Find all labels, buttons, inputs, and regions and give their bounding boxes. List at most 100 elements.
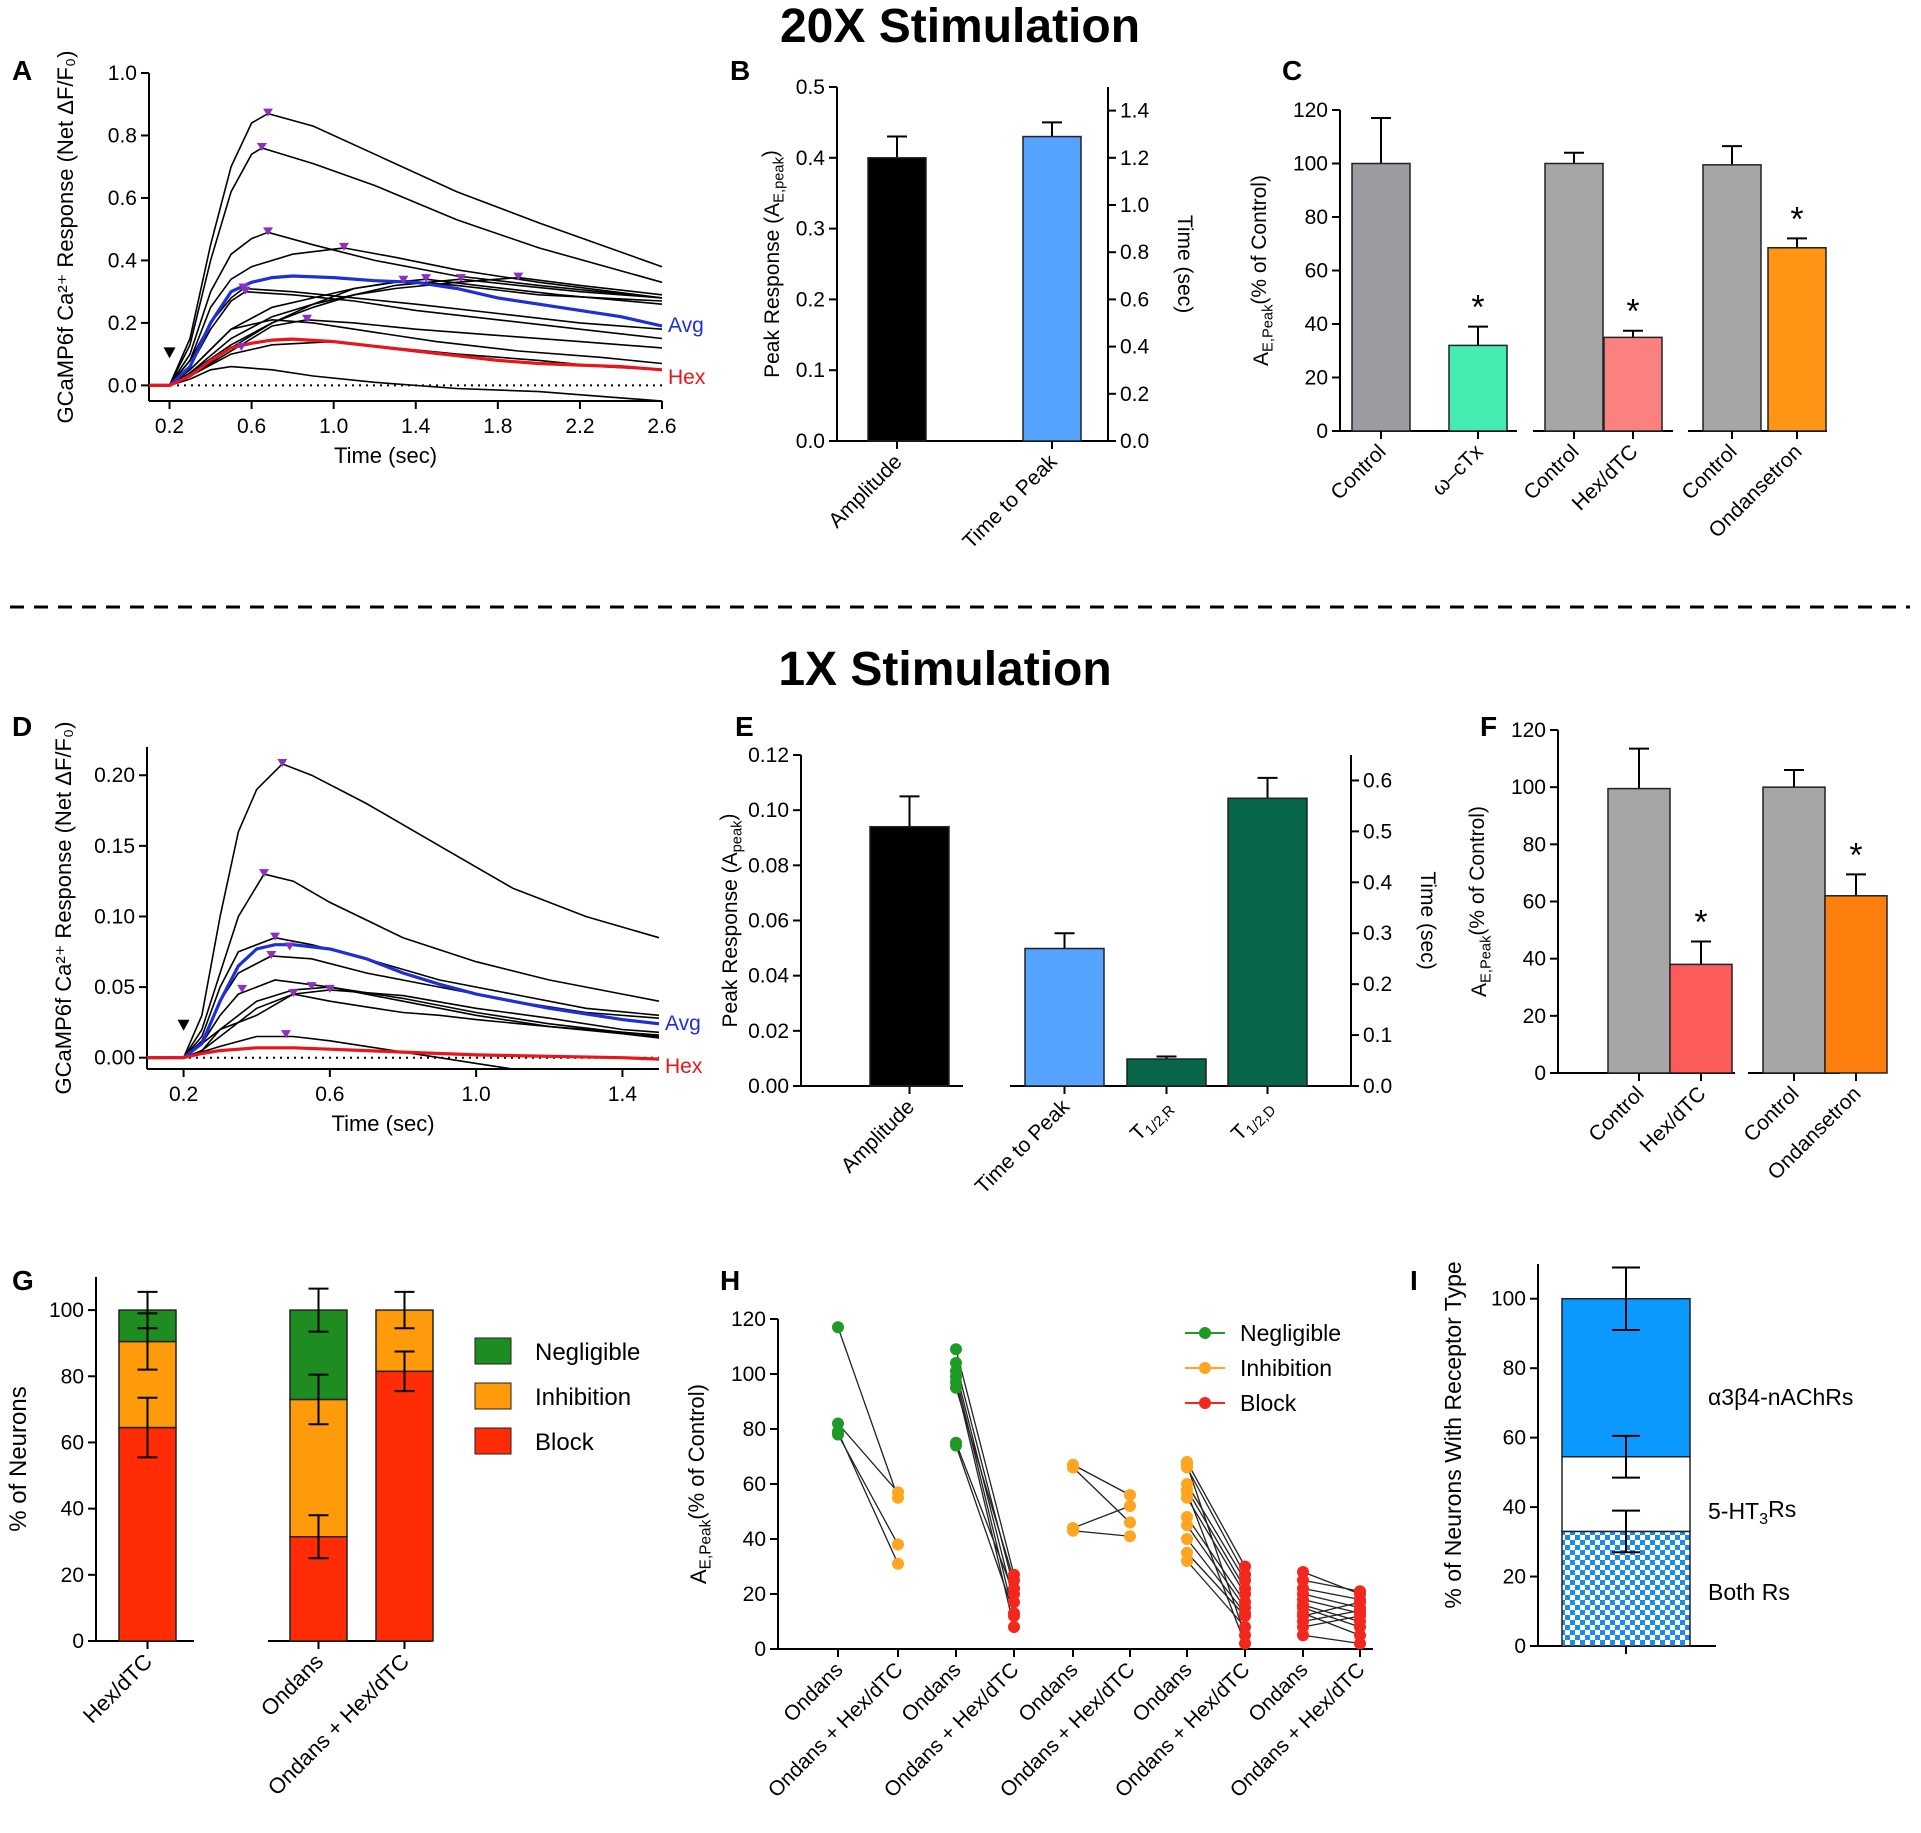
peak-marker [256, 142, 267, 151]
peak-marker [513, 272, 524, 281]
bar [1448, 344, 1508, 432]
y-tick-label: 1.0 [108, 62, 137, 85]
x-tick-label: 1.8 [483, 415, 512, 438]
y-axis-label: AE,Peak(% of Control) [1248, 175, 1276, 366]
point-inhibition [1181, 1486, 1193, 1499]
pair-line [955, 1362, 1015, 1589]
y-tick-label: 40 [1503, 1496, 1526, 1519]
y2-tick-label: 0.2 [1363, 973, 1392, 996]
y2-tick-label: 0.4 [1120, 336, 1150, 359]
segment-label: 5-HT3Rs [1708, 1496, 1796, 1528]
y2-tick-label: 0.2 [1120, 383, 1149, 406]
bar [1227, 797, 1308, 1087]
pair-line [1186, 1464, 1246, 1636]
peak-marker [266, 951, 277, 960]
point-inhibition [892, 1557, 904, 1570]
pair-line [1302, 1612, 1361, 1636]
point-block [1239, 1610, 1251, 1622]
stack-segment-block [118, 1426, 177, 1642]
pair-line [1186, 1483, 1246, 1581]
legend-marker-block [1199, 1397, 1211, 1409]
significance-marker: * [1790, 200, 1803, 238]
bar [1603, 336, 1663, 432]
y-tick-label: 0.02 [748, 1020, 789, 1043]
y2-tick-label: 0.1 [1363, 1024, 1392, 1047]
legend-label-negligible: Negligible [535, 1339, 640, 1366]
point-negligible [832, 1321, 844, 1334]
y2-tick-label: 0.6 [1363, 769, 1392, 792]
y-axis-label: Peak Response (Apeak) [717, 814, 745, 1028]
response-trace [149, 147, 663, 387]
y-tick-label: 40 [61, 1498, 84, 1521]
y-tick-label: 20 [61, 1564, 84, 1587]
point-negligible [950, 1357, 962, 1369]
point-block [1239, 1637, 1251, 1650]
peak-marker [263, 108, 274, 117]
panel-e: E 0.00 0.02 0.04 0.06 0.08 0.10 0.12 0.0 0.1 0.2 0.… [717, 711, 1439, 1198]
stimulus-marker [163, 347, 176, 359]
y2-axis-label: Time (sec) [1173, 215, 1196, 313]
response-trace [149, 112, 663, 387]
pair-line [955, 1371, 1015, 1603]
point-inhibition [1067, 1524, 1079, 1537]
peak-marker [270, 932, 280, 941]
y-tick-label: 0.00 [748, 1075, 789, 1098]
x-tick-label: T1/2,D [1227, 1095, 1280, 1148]
point-block [1297, 1566, 1309, 1578]
panel-label-b: B [730, 55, 750, 86]
y-tick-label: 100 [1293, 153, 1328, 176]
y-tick-label: 0.6 [108, 187, 137, 210]
x-tick-label: 0.6 [237, 415, 266, 438]
x-tick-label: Hex/dTC [1568, 440, 1643, 515]
y-tick-label: 0.04 [748, 965, 789, 988]
y-tick-label: 0.06 [748, 910, 789, 933]
x-tick-label: Time to Peak [971, 1095, 1075, 1199]
y-tick-label: 60 [1305, 260, 1328, 283]
point-block [1008, 1574, 1020, 1587]
point-block [1297, 1629, 1309, 1642]
point-block [1354, 1621, 1366, 1633]
legend-label-negligible: Negligible [1240, 1320, 1341, 1346]
pair-line [1186, 1552, 1246, 1617]
point-inhibition [892, 1538, 904, 1551]
pair-line [1302, 1615, 1361, 1628]
legend-marker-inhibition [1199, 1362, 1211, 1374]
panel-label-f: F [1480, 711, 1497, 742]
point-block [1008, 1607, 1020, 1620]
panel-a: A 0.0 0.2 0.4 0.6 0.8 1.0 0.2 0.6 1.0 1.4 1.8 2.2 2.6… [12, 51, 706, 468]
y-axis-label: AE,Peak(% of Control) [1466, 806, 1494, 997]
pair-line [1072, 1530, 1131, 1537]
pair-line [1186, 1467, 1246, 1576]
panel-d: D 0.00 0.05 0.10 0.15 0.20 0.2 0.6 1.0 1.4 Time (s… [12, 711, 703, 1136]
peak-marker [277, 758, 288, 767]
x-tick-label: Amplitude [837, 1095, 919, 1177]
x-axis-label: Time (sec) [331, 1111, 434, 1136]
response-trace [149, 279, 663, 387]
legend-swatch-inhibition [474, 1382, 512, 1410]
y2-tick-label: 1.2 [1120, 147, 1149, 170]
series-hex [149, 337, 663, 387]
x-tick-label: Time to Peak [958, 450, 1062, 554]
response-trace [149, 278, 663, 387]
pair-line [955, 1442, 1015, 1595]
y2-tick-label: 1.0 [1120, 194, 1149, 217]
peak-marker [259, 869, 270, 878]
pair-line [1186, 1489, 1246, 1589]
legend-swatch-block [474, 1427, 512, 1455]
panel-label-a: A [12, 55, 32, 86]
pair-line [1072, 1505, 1131, 1529]
y-tick-label: 120 [1293, 99, 1328, 122]
y-tick-label: 120 [1511, 719, 1546, 742]
bar [1024, 947, 1105, 1087]
y2-tick-label: 1.4 [1120, 100, 1150, 123]
x-tick-label: Hex/dTC [78, 1649, 157, 1728]
point-inhibition [1124, 1500, 1136, 1512]
y-axis-label: % of Neurons With Receptor Type [1440, 1261, 1466, 1608]
y-tick-label: 0.20 [94, 764, 135, 787]
legend-hex: Hex [665, 1055, 703, 1078]
point-block [1354, 1610, 1366, 1622]
bar [1351, 162, 1411, 432]
stack-segment-block [375, 1370, 434, 1642]
response-trace [149, 276, 663, 387]
section-title-20x: 20X Stimulation [780, 0, 1140, 53]
